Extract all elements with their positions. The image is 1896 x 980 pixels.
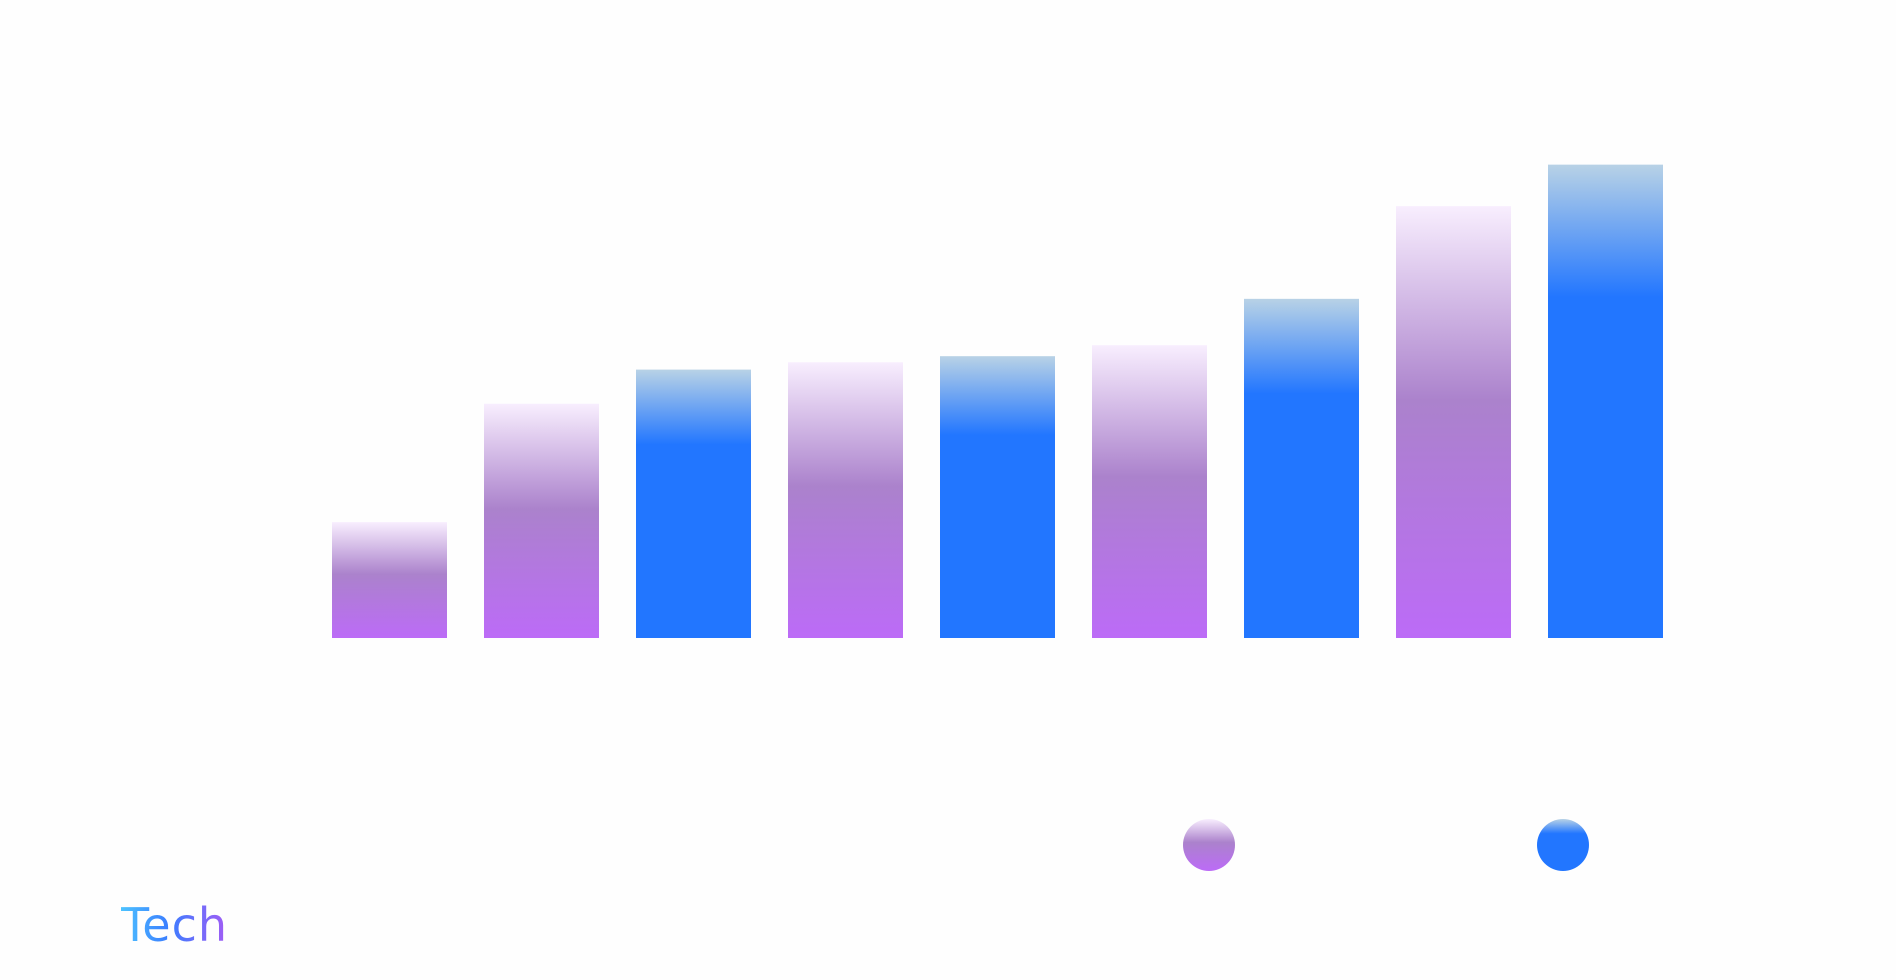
bar-3 (636, 369, 751, 638)
legend-marker-series-1 (1183, 819, 1235, 871)
bar-5 (940, 356, 1055, 638)
legend-marker-series-2 (1537, 819, 1589, 871)
bar-8 (1396, 206, 1511, 638)
bar-2 (484, 403, 599, 638)
bar-1 (332, 522, 447, 638)
brand-logo: Tech (121, 898, 229, 952)
legend (1183, 819, 1589, 871)
bar-4 (788, 362, 903, 638)
bars-group (332, 164, 1663, 638)
bar-9 (1548, 164, 1663, 638)
bar-6 (1092, 345, 1207, 638)
bar-7 (1244, 298, 1359, 638)
